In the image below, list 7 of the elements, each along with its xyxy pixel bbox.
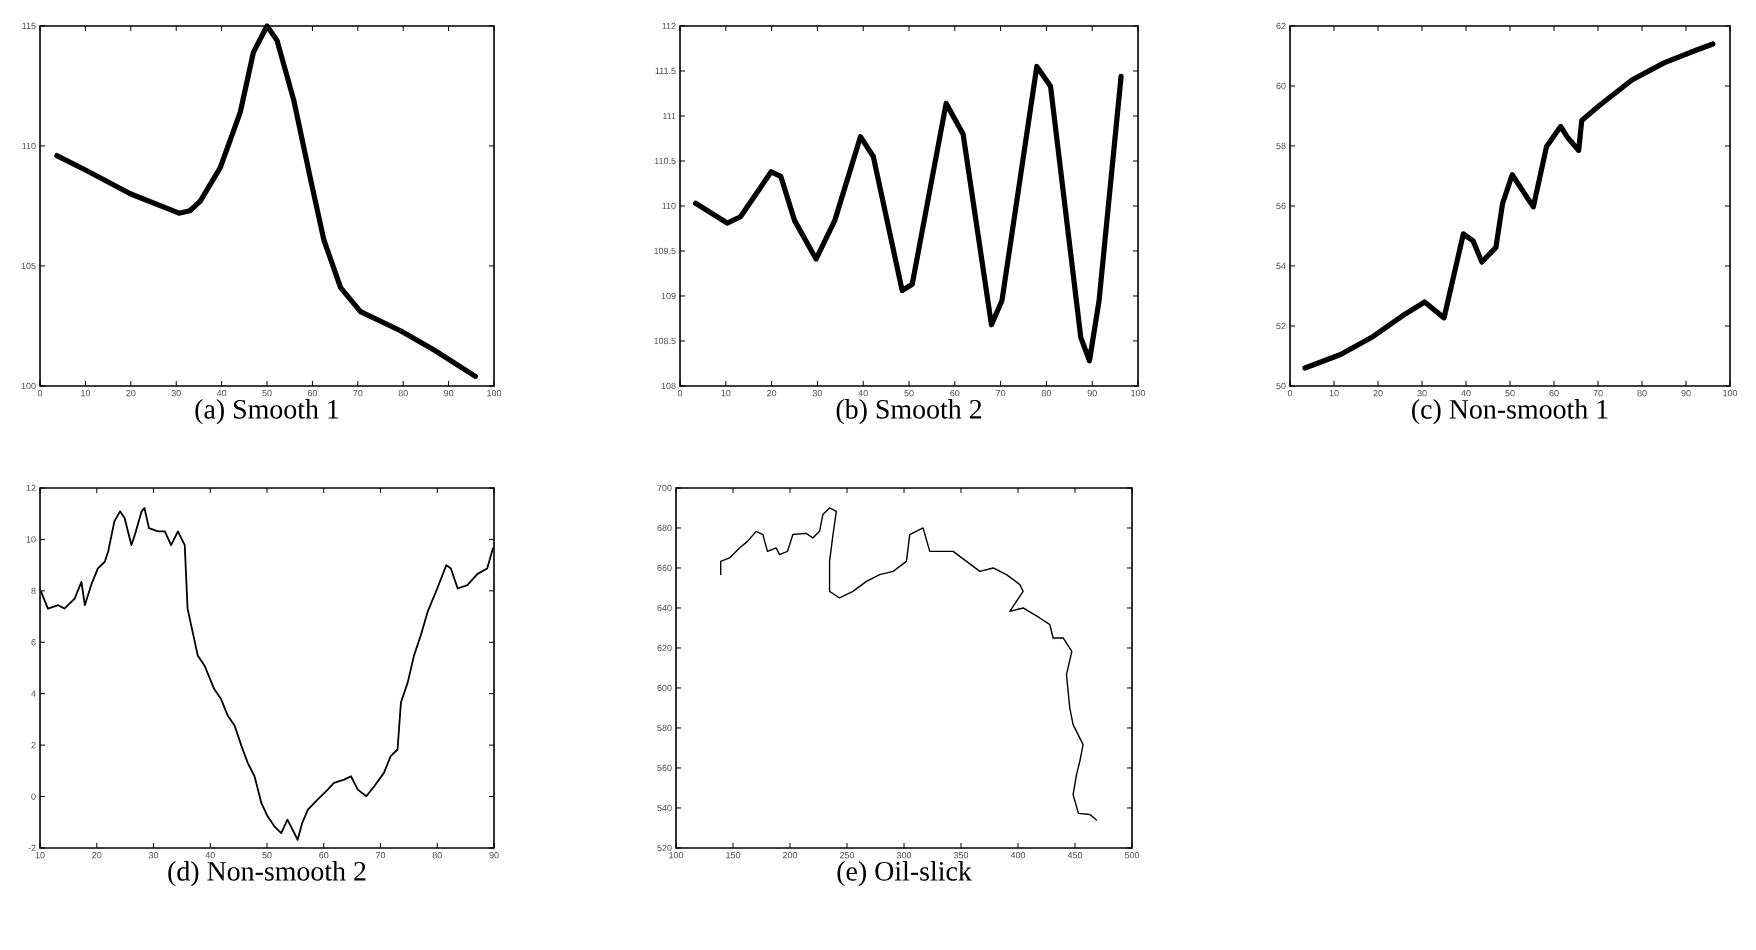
- line-series: [692, 63, 1124, 364]
- text: (b) Smooth 2: [836, 399, 982, 425]
- text: (e) Oil-slick: [837, 861, 972, 887]
- text: (c) Non-smooth 1: [1412, 399, 1608, 425]
- text: (a) Smooth 1: [195, 399, 339, 425]
- text: (d) Non-smooth 2: [168, 861, 366, 887]
- line-series: [1302, 41, 1716, 371]
